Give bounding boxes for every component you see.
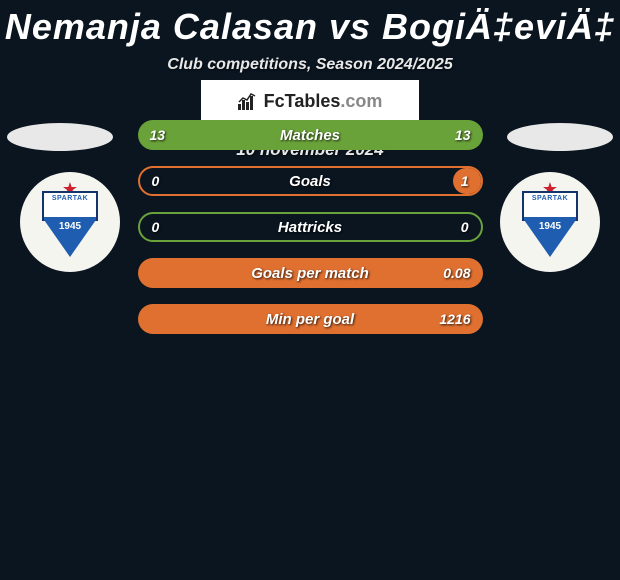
stat-bar: 0 Hattricks 0 [138,212,483,242]
stat-bar: 13 Matches 13 [138,120,483,150]
bar-chart-icon [238,92,260,110]
brand-suffix: .com [340,91,382,111]
stats-chart: 13 Matches 13 0 Goals 1 0 Hattricks 0 Goals per m… [0,120,620,350]
brand-main: Tables [285,91,341,111]
stat-row: Goals per match 0.08 [0,258,620,288]
brand-text: FcTables.com [264,91,383,112]
stat-value-right: 1 [461,173,469,189]
stat-label: Goals [289,173,331,190]
brand-box: FcTables.com [201,80,419,122]
stat-row: 13 Matches 13 [0,120,620,150]
stat-value-left: 0 [152,219,160,235]
stat-label: Goals per match [251,265,369,282]
stat-bar: 0 Goals 1 [138,166,483,196]
subtitle: Club competitions, Season 2024/2025 [0,56,620,74]
stat-value-left: 0 [152,173,160,189]
stat-value-left: 13 [150,127,166,143]
stat-bar: Goals per match 0.08 [138,258,483,288]
stat-value-right: 0.08 [443,265,470,281]
stat-row: 0 Goals 1 [0,166,620,196]
stat-value-right: 13 [455,127,471,143]
stat-row: 0 Hattricks 0 [0,212,620,242]
stat-label: Hattricks [278,219,342,236]
brand-prefix: Fc [264,91,285,111]
stat-bar: Min per goal 1216 [138,304,483,334]
stat-label: Matches [280,127,340,144]
stat-row: Min per goal 1216 [0,304,620,334]
stat-value-right: 0 [461,219,469,235]
stat-label: Min per goal [266,311,354,328]
page-title: Nemanja Calasan vs BogiÄ‡eviÄ‡ [0,0,620,48]
stat-value-right: 1216 [439,311,470,327]
